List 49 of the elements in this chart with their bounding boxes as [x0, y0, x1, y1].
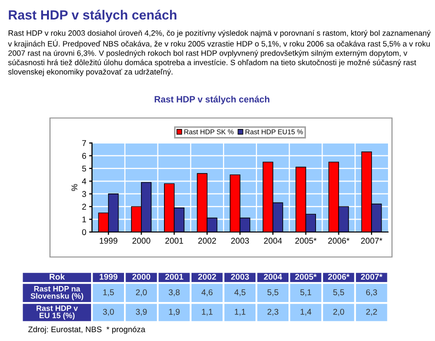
data-label: 4,6 — [202, 289, 213, 296]
category-label: 2001 — [165, 274, 184, 280]
chart-subtitle: Rast HDP v stálych cenách — [154, 96, 270, 104]
x-tick-label: 2004 — [264, 238, 282, 244]
data-label: 1,5 — [103, 289, 114, 296]
x-tick-label: 2000 — [132, 238, 150, 244]
category-label: 2000 — [132, 274, 150, 280]
data-label: 2,0 — [136, 289, 147, 296]
y-tick-label: 0 — [82, 229, 86, 236]
y-tick-label: 3 — [82, 191, 86, 197]
data-label: 5,5 — [333, 289, 344, 296]
data-label: 5,1 — [300, 289, 312, 296]
data-label: 2,0 — [333, 308, 344, 316]
data-label: 1,4 — [300, 308, 312, 316]
y-axis-title: % — [72, 184, 78, 191]
category-label: 1999 — [100, 274, 118, 280]
category-label: 2003 — [231, 274, 249, 280]
data-label: 5,5 — [267, 289, 278, 296]
y-tick-label: 1 — [82, 216, 86, 222]
category-label: 2004 — [264, 274, 282, 280]
category-label: 2005* — [295, 274, 317, 280]
y-tick-label: 7 — [82, 140, 86, 146]
category-label: 2007* — [360, 274, 382, 280]
x-tick-label: 2001 — [165, 238, 184, 244]
data-label: 1,9 — [169, 308, 180, 316]
x-tick-label: 1999 — [100, 238, 118, 244]
x-tick-label: 2005* — [295, 238, 317, 244]
data-label: 3,9 — [136, 308, 147, 316]
data-label: 6,3 — [366, 289, 377, 296]
data-label: 2,2 — [366, 308, 377, 316]
text: Zdroj: Eurostat, NBS * prognóza — [28, 326, 146, 334]
y-tick-label: 5 — [82, 166, 86, 172]
y-tick-label: 4 — [82, 178, 86, 184]
category-label: 2002 — [198, 274, 216, 280]
y-tick-label: 6 — [82, 152, 86, 159]
x-tick-label: 2007* — [361, 238, 382, 244]
data-label: 1,1 — [234, 308, 246, 316]
chart-title: Rast HDP v stálych cenách — [8, 10, 176, 22]
data-label: 4,5 — [234, 289, 246, 296]
x-tick-label: 2003 — [231, 238, 249, 244]
text: Rok — [50, 274, 65, 280]
data-label: 2,3 — [268, 308, 278, 316]
data-label: 3,0 — [102, 308, 114, 316]
x-tick-label: 2006* — [328, 238, 350, 244]
y-tick-label: 2 — [82, 204, 86, 210]
data-label: 3,8 — [168, 289, 180, 296]
x-tick-label: 2002 — [198, 238, 216, 244]
data-label: 1,1 — [202, 308, 212, 316]
category-label: 2006* — [328, 274, 350, 280]
